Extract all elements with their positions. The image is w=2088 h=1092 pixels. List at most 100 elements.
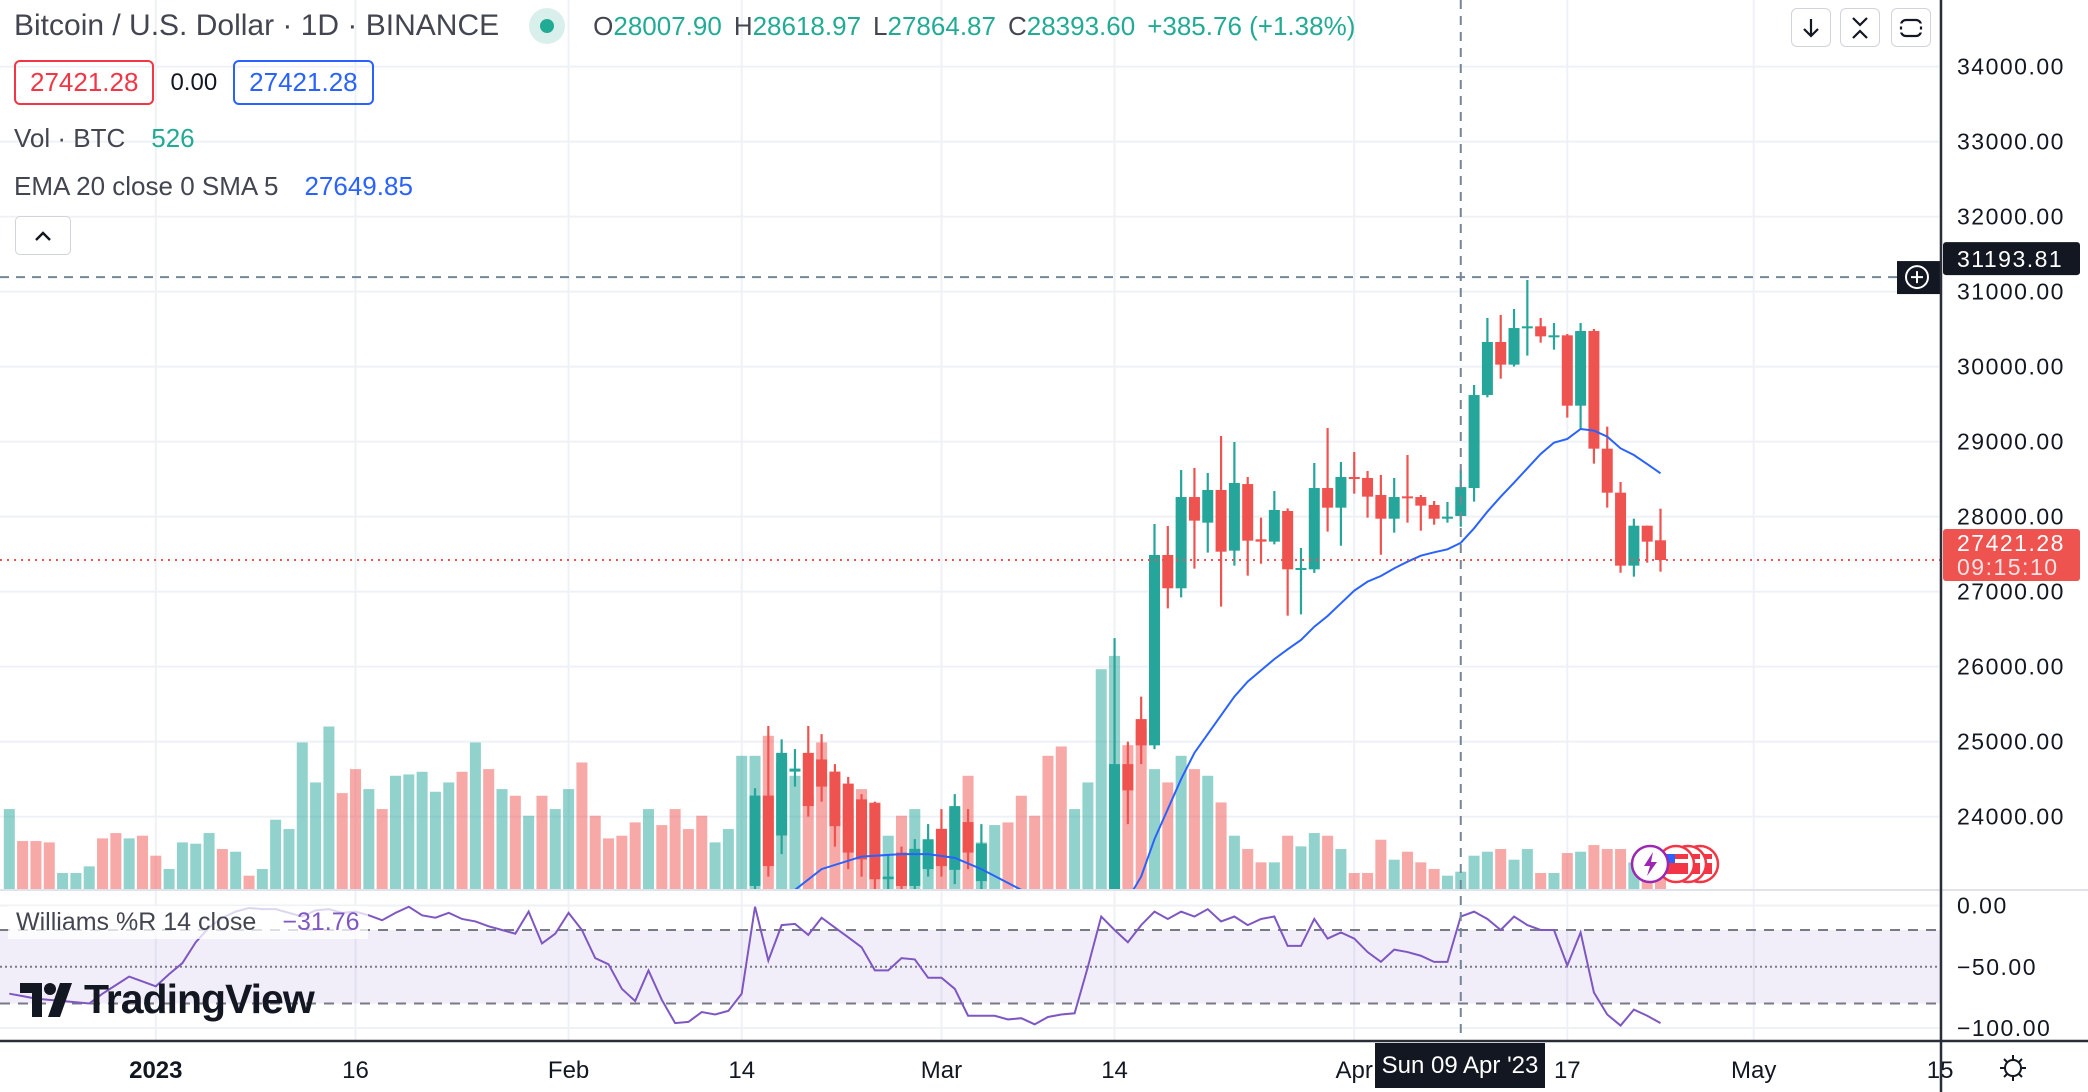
- ema-line: [794, 427, 1662, 889]
- candle-body: [1282, 510, 1294, 570]
- candle-body: [829, 771, 841, 827]
- candle-body: [842, 783, 854, 853]
- add-alert-plus-icon[interactable]: [1897, 261, 1941, 295]
- candle: [829, 764, 841, 847]
- volume-bar: [270, 819, 282, 889]
- market-open-dot-icon: [540, 19, 555, 33]
- volume-bar: [1428, 869, 1440, 889]
- candle: [1535, 318, 1547, 343]
- volume-bar: [1188, 769, 1200, 889]
- sell-button[interactable]: 27421.28: [14, 60, 155, 105]
- volume-bar: [403, 774, 415, 889]
- candle-body: [1362, 477, 1374, 497]
- high-value: 28618.97: [752, 10, 862, 41]
- candle: [1601, 426, 1613, 508]
- candle: [1308, 462, 1320, 573]
- volume-bar: [83, 866, 95, 889]
- candle-body: [935, 828, 947, 867]
- chevron-up-icon: [35, 230, 51, 241]
- fullscreen-button[interactable]: [1891, 8, 1931, 47]
- volume-bar: [1468, 855, 1480, 889]
- candle: [1628, 518, 1640, 577]
- volume-bar: [469, 742, 481, 889]
- candle-body: [1588, 330, 1600, 449]
- candle-body: [1202, 489, 1214, 523]
- volume-bar: [1069, 809, 1081, 889]
- symbol-title[interactable]: Bitcoin / U.S. Dollar · 1D · BINANCE: [14, 9, 500, 42]
- candle-body: [1402, 496, 1414, 499]
- williams-axis-label: −100.00: [1957, 1015, 2051, 1041]
- volume-bar: [1162, 782, 1174, 889]
- candle-body: [1535, 326, 1547, 337]
- candle: [1641, 525, 1653, 563]
- williams-legend[interactable]: Williams %R 14 close −31.76: [8, 906, 368, 939]
- williams-axis-label: −50.00: [1957, 954, 2037, 980]
- candle-body: [909, 848, 921, 886]
- volume-bar: [1615, 849, 1627, 889]
- volume-bar: [70, 873, 82, 889]
- volume-bar: [230, 851, 242, 889]
- candle-body: [1415, 497, 1427, 506]
- crosshair-date-label: Sun 09 Apr '23: [1375, 1043, 1545, 1088]
- collapse-pane-button[interactable]: [1840, 8, 1880, 47]
- fullscreen-icon: [1898, 18, 1924, 37]
- volume-bar: [136, 835, 148, 889]
- candle: [962, 809, 974, 870]
- close-label: C: [1007, 10, 1027, 41]
- collapse-legend-button[interactable]: [15, 216, 71, 255]
- chart-settings-button[interactable]: [1998, 1053, 2028, 1088]
- time-axis-label: May: [1731, 1057, 1776, 1084]
- volume-bar: [310, 782, 322, 889]
- candle: [802, 726, 814, 817]
- candle: [1441, 501, 1453, 523]
- volume-bar: [1202, 775, 1214, 889]
- candle-body: [1188, 497, 1200, 521]
- volume-bar: [1215, 802, 1227, 889]
- candle: [1282, 508, 1294, 616]
- volume-bar: [1015, 795, 1027, 889]
- volume-bar: [1282, 835, 1294, 889]
- volume-legend[interactable]: Vol · BTC 526: [14, 123, 195, 154]
- volume-bar: [802, 795, 814, 889]
- volume-bar: [176, 842, 188, 889]
- volume-bar: [1175, 755, 1187, 889]
- close-value: 28393.60: [1026, 10, 1136, 41]
- volume-legend-value: 526: [151, 123, 195, 153]
- candle: [1428, 501, 1440, 525]
- price-axis-label: 27000.00: [1957, 579, 2065, 605]
- volume-bar: [523, 815, 535, 889]
- ema-legend[interactable]: EMA 20 close 0 SMA 5 27649.85: [14, 171, 413, 202]
- candle-body: [776, 752, 788, 836]
- candle: [1348, 452, 1360, 494]
- volume-bar: [323, 726, 335, 889]
- scroll-to-realtime-button[interactable]: [1791, 8, 1831, 47]
- williams-legend-value: −31.76: [282, 908, 360, 936]
- volume-bar: [3, 809, 15, 889]
- volume-bar: [336, 793, 348, 889]
- volume-bar: [1095, 669, 1107, 889]
- volume-bar: [30, 841, 42, 889]
- candle: [1575, 323, 1587, 429]
- candle-body: [1109, 764, 1121, 889]
- low-label: L: [873, 10, 888, 41]
- trade-buttons: 27421.28 0.00 27421.28: [14, 60, 374, 105]
- price-axis-label: 29000.00: [1957, 429, 2065, 455]
- volume-bar: [1295, 846, 1307, 889]
- volume-bar: [736, 755, 748, 889]
- crosshair-overlay: [0, 0, 1941, 1040]
- candle: [1548, 323, 1560, 350]
- candle-body: [1548, 335, 1560, 338]
- candle: [1202, 473, 1214, 553]
- volume-bar: [1002, 822, 1014, 889]
- candle-body: [869, 803, 881, 880]
- lightning-event-icon: [1630, 844, 1670, 884]
- tradingview-logo[interactable]: TradingView: [20, 976, 315, 1023]
- volume-bar: [603, 838, 615, 889]
- williams-legend-label: Williams %R 14 close: [16, 908, 257, 936]
- candle-body: [762, 795, 774, 867]
- buy-button[interactable]: 27421.28: [233, 60, 374, 105]
- market-status-indicator[interactable]: [529, 8, 566, 44]
- candle-body: [802, 752, 814, 807]
- volume-bar: [1135, 729, 1147, 889]
